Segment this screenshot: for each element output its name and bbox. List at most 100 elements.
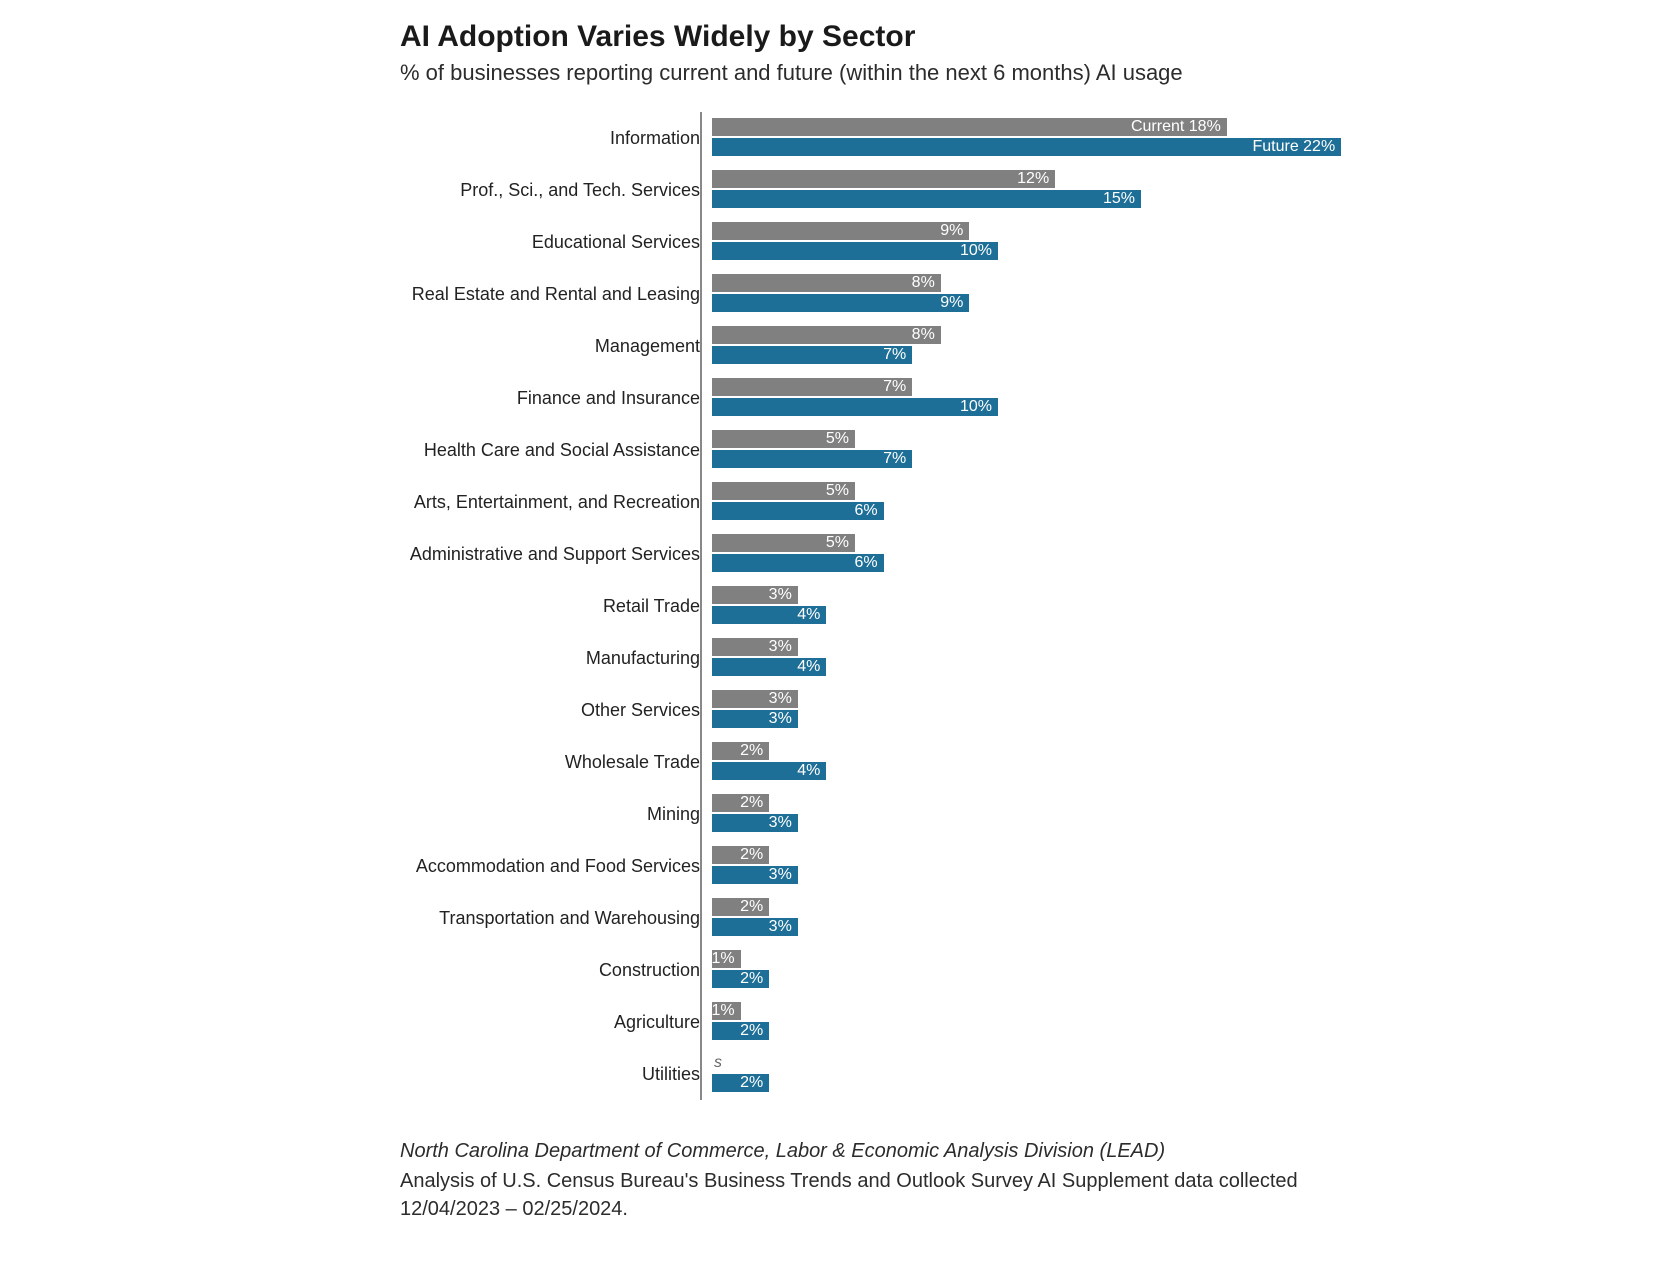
chart-row: Prof., Sci., and Tech. Services12%15% [400,164,1350,216]
bar-future: 6% [712,502,884,520]
bar-current-value: 12% [1011,170,1055,188]
bar-current: 2% [712,742,769,760]
category-label: Transportation and Warehousing [400,908,710,929]
bar-current: 2% [712,846,769,864]
bar-group: 5%7% [712,430,1350,470]
bar-future: 3% [712,814,798,832]
category-label: Administrative and Support Services [400,544,710,565]
category-label: Construction [400,960,710,981]
bar-current: 3% [712,586,798,604]
chart-row: Health Care and Social Assistance5%7% [400,424,1350,476]
chart-row: Management 8% 7% [400,320,1350,372]
bar-future-value: 10% [954,398,998,416]
bar-group: 5%6% [712,482,1350,522]
source-line-1: North Carolina Department of Commerce, L… [400,1140,1320,1163]
bar-future: 15% [712,190,1141,208]
bar-future: 10% [712,398,998,416]
bar-current: 3% [712,690,798,708]
bar-future: 6% [712,554,884,572]
bar-future-value: 7% [877,346,912,364]
bar-current-value: 2% [734,794,769,812]
chart-row: Retail Trade3%4% [400,580,1350,632]
bar-current-value: 9% [934,222,969,240]
category-label: Wholesale Trade [400,752,710,773]
category-label: Agriculture [400,1012,710,1033]
source-line-2: Analysis of U.S. Census Bureau's Busines… [400,1167,1320,1223]
bar-current-value: 3% [763,586,798,604]
bar-current-value: 2% [734,846,769,864]
category-label: Management [400,336,710,357]
bar-future: 4% [712,658,826,676]
bar-current: Current 18% [712,118,1227,136]
bar-group: Current 18% Future 22% [712,118,1350,158]
category-label: Other Services [400,700,710,721]
chart-footer: North Carolina Department of Commerce, L… [400,1140,1320,1223]
bar-current-value: s [712,1054,728,1072]
bar-group: 2%3% [712,794,1350,834]
bar-current-value: 2% [734,898,769,916]
bar-group: 5%6% [712,534,1350,574]
chart-row: Agriculture1%2% [400,996,1350,1048]
bar-current-value: 2% [734,742,769,760]
bar-future-value: 4% [791,762,826,780]
bar-group: s2% [712,1054,1350,1094]
chart-row: Mining2%3% [400,788,1350,840]
bar-current: 5% [712,534,855,552]
bar-group: 3%3% [712,690,1350,730]
category-label: Health Care and Social Assistance [400,440,710,461]
bar-current-value: 7% [877,378,912,396]
bar-future: 9% [712,294,969,312]
category-label: Educational Services [400,232,710,253]
bar-future: 4% [712,606,826,624]
bar-future: 2% [712,1022,769,1040]
bar-future-value: 3% [763,918,798,936]
category-label: Accommodation and Food Services [400,856,710,877]
bar-current-value: 1% [705,1002,740,1020]
bar-current: 7% [712,378,912,396]
bar-current-value: 3% [763,690,798,708]
bar-current: 5% [712,430,855,448]
bar-future-value: 15% [1097,190,1141,208]
bar-current: 2% [712,794,769,812]
category-label: Real Estate and Rental and Leasing [400,284,710,305]
chart-row: Manufacturing3%4% [400,632,1350,684]
bar-group: 2%3% [712,898,1350,938]
bar-future: 4% [712,762,826,780]
bar-future: Future 22% [712,138,1341,156]
bar-group: 12% 15% [712,170,1350,210]
bar-future-value: 2% [734,970,769,988]
bar-group: 3%4% [712,638,1350,678]
bar-future: 3% [712,710,798,728]
chart-row: Transportation and Warehousing2%3% [400,892,1350,944]
bar-group: 7% 10% [712,378,1350,418]
bar-current-value: 5% [820,430,855,448]
bar-group: 8%9% [712,274,1350,314]
bar-future: 3% [712,866,798,884]
bar-current: 8% [712,326,941,344]
chart-title: AI Adoption Varies Widely by Sector [400,20,1660,54]
bar-group: 3%4% [712,586,1350,626]
bar-future-value: 3% [763,866,798,884]
chart-row: Administrative and Support Services5%6% [400,528,1350,580]
bar-group: 1%2% [712,950,1350,990]
bar-future-value: 10% [954,242,998,260]
bar-future-value: 3% [763,710,798,728]
bar-group: 1%2% [712,1002,1350,1042]
chart-row: Real Estate and Rental and Leasing8%9% [400,268,1350,320]
bar-current-value: 8% [906,326,941,344]
bar-future-value: 3% [763,814,798,832]
bar-future: 2% [712,970,769,988]
chart-row: InformationCurrent 18%Future 22% [400,112,1350,164]
bar-future-value: 6% [848,554,883,572]
chart-row: Arts, Entertainment, and Recreation5%6% [400,476,1350,528]
bar-chart: InformationCurrent 18%Future 22%Prof., S… [400,112,1350,1100]
category-label: Manufacturing [400,648,710,669]
chart-row: Other Services3%3% [400,684,1350,736]
chart-row: Wholesale Trade 2% 4% [400,736,1350,788]
chart-row: Utilitiess2% [400,1048,1350,1100]
bar-current-value: 5% [820,482,855,500]
bar-current-value: 5% [820,534,855,552]
chart-row: Finance and Insurance7%10% [400,372,1350,424]
bar-current: 1% [712,950,741,968]
bar-current: 2% [712,898,769,916]
